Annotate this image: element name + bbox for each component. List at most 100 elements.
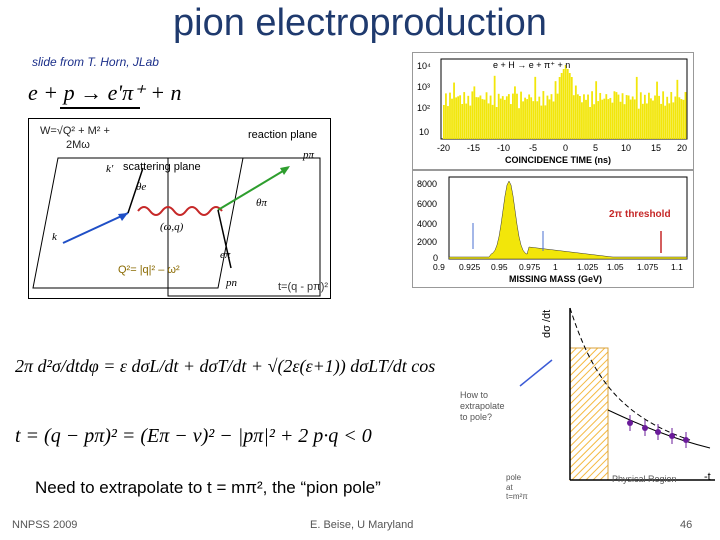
mm-histogram	[448, 180, 688, 260]
k-label: k	[52, 231, 58, 243]
pole-3: t=m²π	[506, 492, 528, 500]
pn-label: pn	[225, 277, 238, 289]
coinc-bar	[560, 73, 563, 139]
question-2: extrapolate	[460, 401, 505, 411]
k-prime-label: k'	[106, 163, 114, 175]
coinc-bar	[469, 105, 472, 139]
coinc-bar	[514, 86, 516, 139]
coinc-bar	[461, 103, 464, 139]
mm-xtick: 0.975	[519, 262, 541, 272]
mm-yticks: 8000 6000 4000 2000 0	[417, 179, 438, 263]
mm-axes	[448, 176, 688, 260]
coinc-bar	[621, 93, 624, 139]
coinc-bar	[552, 101, 555, 139]
coinc-bar	[646, 103, 648, 139]
coinc-bar	[579, 96, 581, 139]
coinc-ytick: 10⁴	[417, 61, 431, 71]
coinc-bar	[520, 91, 522, 139]
coinc-bar	[641, 103, 644, 139]
reaction-plane-label: reaction plane	[248, 129, 317, 141]
coinc-xtick: 10	[621, 143, 631, 153]
coinc-bar	[524, 97, 526, 139]
coinc-bar	[453, 82, 455, 139]
coinc-bar	[583, 94, 585, 139]
coinc-bar	[576, 94, 579, 139]
incoming-arrow	[118, 213, 128, 221]
mm-ytick: 8000	[417, 179, 437, 189]
coinc-ytick: 10³	[417, 82, 430, 92]
coinc-bar	[548, 99, 551, 139]
photon-label: (ω,q)	[160, 221, 184, 233]
coinc-bar	[623, 104, 626, 139]
coinc-bar	[562, 69, 565, 139]
footer-left: NNPSS 2009	[12, 519, 78, 531]
cross-section-equation: 2π d²σ/dtdφ = ε dσL/dt + dσT/dt + √(2ε(ε…	[15, 340, 435, 392]
coinc-bar	[516, 93, 518, 139]
mm-ytick: 4000	[417, 219, 437, 229]
slide-title: pion electroproduction	[173, 2, 547, 44]
coinc-bar	[546, 95, 549, 139]
coinc-bar	[473, 86, 476, 139]
pion-line	[217, 167, 289, 211]
w-label-2: 2Mω	[66, 139, 90, 151]
mm-threshold-label: 2π threshold	[609, 209, 671, 220]
mm-xtick: 1.1	[671, 262, 683, 272]
coinc-bar	[538, 96, 541, 139]
coinc-bar	[483, 99, 486, 139]
physical-region-label: Physical Region	[612, 474, 677, 484]
coinc-bar	[603, 98, 606, 139]
data-curve	[607, 409, 711, 449]
coinc-xtick: -10	[497, 143, 510, 153]
coinc-bar	[660, 103, 663, 139]
coinc-bar	[676, 79, 679, 139]
w-label-1: W=√Q² + M² +	[40, 125, 110, 137]
coinc-bar	[447, 106, 449, 139]
coinc-bar	[631, 96, 634, 139]
pole-2: at	[506, 483, 513, 492]
theta-pi: θπ	[256, 197, 267, 209]
scattered-electron-line	[127, 167, 144, 214]
coinc-bar	[449, 92, 451, 139]
coinc-bar	[471, 91, 474, 139]
coinc-bar	[654, 95, 656, 139]
coinc-bar	[652, 100, 654, 139]
coinc-bar	[601, 99, 604, 139]
coinc-bar	[443, 105, 445, 139]
coinc-bar	[605, 94, 608, 139]
question-arrow	[519, 359, 553, 387]
coinc-bar	[564, 65, 567, 139]
coinc-bar	[540, 105, 543, 139]
coinc-bar	[499, 98, 502, 139]
coinc-bar	[570, 77, 573, 139]
coinc-bar	[627, 95, 630, 139]
pion-arrow	[280, 166, 290, 175]
coinc-bar	[459, 95, 462, 139]
coinc-bar	[445, 93, 447, 139]
extrapolation-plot: dσ /dt -t How to extrapolate to pole? po…	[460, 307, 715, 500]
incoming-electron-line	[62, 212, 129, 244]
coinc-bar	[467, 95, 470, 139]
coinc-xtick: 20	[677, 143, 687, 153]
coinc-bar	[497, 93, 500, 139]
coinc-bar	[581, 102, 583, 139]
coinc-bar	[479, 95, 482, 139]
mm-xtick: 0.925	[459, 262, 481, 272]
coinc-bar	[650, 98, 652, 139]
coinc-bar	[674, 96, 677, 139]
extrapolation-curve	[569, 307, 691, 441]
coinc-bar	[558, 77, 561, 139]
coinc-bar	[611, 102, 614, 139]
coinc-bar	[656, 81, 658, 139]
coinc-xlabel: COINCIDENCE TIME (ns)	[505, 155, 611, 165]
mm-xtick: 0.9	[433, 262, 445, 272]
coinc-bar	[522, 101, 524, 139]
coinc-bar	[664, 105, 667, 139]
t-label: t=(q - pπ)²	[278, 281, 328, 293]
coinc-bar	[682, 99, 685, 139]
data-points	[627, 415, 689, 448]
coinc-xtick: -15	[467, 143, 480, 153]
coinc-bar	[542, 91, 545, 139]
coinc-reaction: e + H → e + π⁺ + n	[493, 60, 570, 70]
coinc-bar	[568, 73, 571, 139]
neutron-line	[217, 209, 232, 269]
